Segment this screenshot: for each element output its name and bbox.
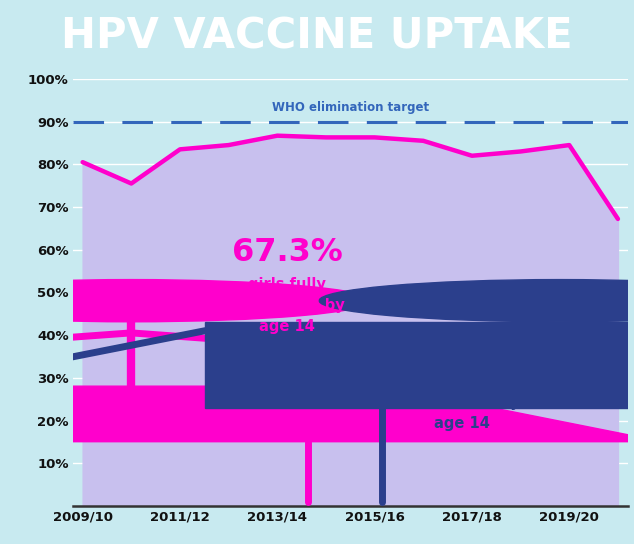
- Text: 67.3%: 67.3%: [231, 237, 342, 268]
- Polygon shape: [205, 322, 634, 409]
- Polygon shape: [0, 386, 634, 442]
- Text: WHO elimination target: WHO elimination target: [272, 101, 429, 114]
- Text: girls fully
vaccinated by
age 14: girls fully vaccinated by age 14: [230, 277, 344, 335]
- Circle shape: [319, 280, 634, 322]
- Circle shape: [0, 280, 372, 322]
- Text: boys fully
vaccinated by
age 14: boys fully vaccinated by age 14: [405, 374, 520, 430]
- Text: 62.4%: 62.4%: [407, 335, 517, 366]
- Text: HPV VACCINE UPTAKE: HPV VACCINE UPTAKE: [61, 16, 573, 58]
